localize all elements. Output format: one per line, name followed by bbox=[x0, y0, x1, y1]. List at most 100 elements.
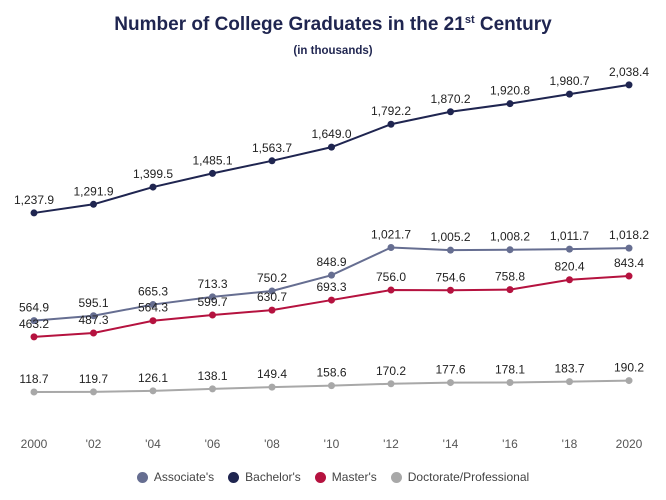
data-label: 1,399.5 bbox=[133, 167, 173, 181]
data-point bbox=[90, 388, 97, 396]
chart-title: Number of College Graduates in the 21st … bbox=[0, 14, 666, 36]
data-point bbox=[506, 379, 514, 387]
data-point bbox=[447, 108, 454, 116]
data-label: 1,291.9 bbox=[73, 184, 113, 198]
data-point bbox=[387, 120, 395, 128]
data-label: 1,980.7 bbox=[549, 74, 589, 88]
x-tick-label: '16 bbox=[502, 437, 518, 451]
data-label: 595.1 bbox=[78, 296, 108, 310]
data-point bbox=[268, 287, 276, 295]
data-label: 1,008.2 bbox=[490, 230, 530, 244]
data-label: 599.7 bbox=[197, 295, 227, 309]
data-label: 170.2 bbox=[376, 364, 406, 378]
data-point bbox=[209, 385, 216, 393]
data-label: 564.3 bbox=[138, 301, 168, 315]
legend-swatch bbox=[390, 471, 402, 483]
data-point bbox=[625, 81, 633, 89]
data-point bbox=[209, 169, 216, 177]
data-label: 119.7 bbox=[79, 372, 108, 386]
data-point bbox=[149, 183, 157, 191]
x-tick-label: '18 bbox=[562, 437, 578, 451]
data-label: 1,021.7 bbox=[371, 228, 411, 242]
data-point bbox=[447, 379, 454, 387]
data-label: 750.2 bbox=[257, 271, 287, 285]
chart-title-suffix: Century bbox=[474, 14, 552, 35]
x-tick-label: '12 bbox=[383, 437, 399, 451]
data-label: 463.2 bbox=[19, 317, 49, 331]
x-tick-label: '10 bbox=[324, 437, 340, 451]
data-point bbox=[268, 383, 276, 391]
data-point bbox=[566, 378, 573, 386]
data-point bbox=[566, 90, 573, 98]
chart-subtitle: (in thousands) bbox=[293, 45, 373, 57]
data-label: 1,485.1 bbox=[192, 153, 232, 167]
data-point bbox=[30, 333, 38, 341]
data-point bbox=[149, 387, 157, 395]
data-label: 183.7 bbox=[554, 362, 584, 376]
data-point bbox=[209, 293, 216, 301]
data-label: 630.7 bbox=[257, 290, 287, 304]
data-label: 138.1 bbox=[197, 369, 227, 383]
data-point bbox=[328, 296, 335, 304]
data-label: 487.3 bbox=[78, 313, 108, 327]
data-label: 1,563.7 bbox=[252, 141, 292, 155]
chart-title-text: Number of College Graduates in the 21 bbox=[114, 14, 465, 35]
data-label: 149.4 bbox=[257, 367, 287, 381]
data-point bbox=[30, 317, 38, 325]
data-point bbox=[328, 143, 335, 151]
data-label: 843.4 bbox=[614, 256, 644, 270]
data-point bbox=[268, 157, 276, 165]
data-point bbox=[625, 377, 633, 385]
data-point bbox=[506, 100, 514, 108]
legend-item[interactable]: Doctorate/Professional bbox=[390, 470, 529, 484]
data-label: 756.0 bbox=[376, 270, 406, 284]
legend-swatch bbox=[314, 471, 326, 483]
legend-label: Bachelor's bbox=[245, 470, 301, 484]
data-label: 1,011.7 bbox=[550, 229, 589, 243]
data-point bbox=[149, 301, 157, 309]
x-tick-label: '04 bbox=[145, 437, 161, 451]
data-point bbox=[328, 271, 335, 279]
data-point bbox=[625, 244, 633, 252]
data-label: 1,237.9 bbox=[14, 193, 54, 207]
x-tick-label: 2000 bbox=[21, 437, 48, 451]
legend-label: Master's bbox=[331, 470, 377, 484]
data-label: 754.6 bbox=[435, 270, 465, 284]
data-label: 190.2 bbox=[614, 361, 644, 375]
x-tick-label: '06 bbox=[205, 437, 221, 451]
data-point bbox=[30, 209, 38, 217]
data-label: 758.8 bbox=[495, 270, 525, 284]
data-point bbox=[566, 276, 573, 284]
data-point bbox=[90, 200, 97, 208]
legend-label: Associate's bbox=[153, 470, 215, 484]
x-tick-label: 2020 bbox=[616, 437, 643, 451]
data-label: 564.9 bbox=[19, 301, 49, 315]
legend-swatch bbox=[136, 471, 148, 483]
legend-item[interactable]: Master's bbox=[314, 470, 377, 484]
x-tick-label: '14 bbox=[443, 437, 459, 451]
data-point bbox=[506, 246, 514, 254]
data-label: 665.3 bbox=[138, 285, 168, 299]
data-point bbox=[90, 329, 97, 337]
data-label: 1,005.2 bbox=[430, 230, 470, 244]
legend-item[interactable]: Associate's bbox=[136, 470, 215, 484]
legend-swatch bbox=[228, 471, 240, 483]
x-tick-label: '02 bbox=[86, 437, 102, 451]
legend-item[interactable]: Bachelor's bbox=[228, 470, 301, 484]
data-label: 713.3 bbox=[197, 277, 227, 291]
data-point bbox=[447, 286, 454, 294]
data-label: 177.6 bbox=[435, 363, 465, 377]
data-point bbox=[30, 388, 38, 396]
data-point bbox=[90, 312, 97, 320]
data-point bbox=[209, 311, 216, 319]
x-tick-label: '08 bbox=[264, 437, 280, 451]
data-point bbox=[387, 286, 395, 294]
data-label: 178.1 bbox=[495, 363, 525, 377]
data-label: 126.1 bbox=[138, 371, 168, 385]
data-point bbox=[149, 317, 157, 325]
data-label: 2,038.4 bbox=[609, 65, 649, 79]
data-label: 1,920.8 bbox=[490, 84, 530, 98]
chart-title-superscript: st bbox=[464, 14, 475, 26]
data-point bbox=[387, 380, 395, 388]
